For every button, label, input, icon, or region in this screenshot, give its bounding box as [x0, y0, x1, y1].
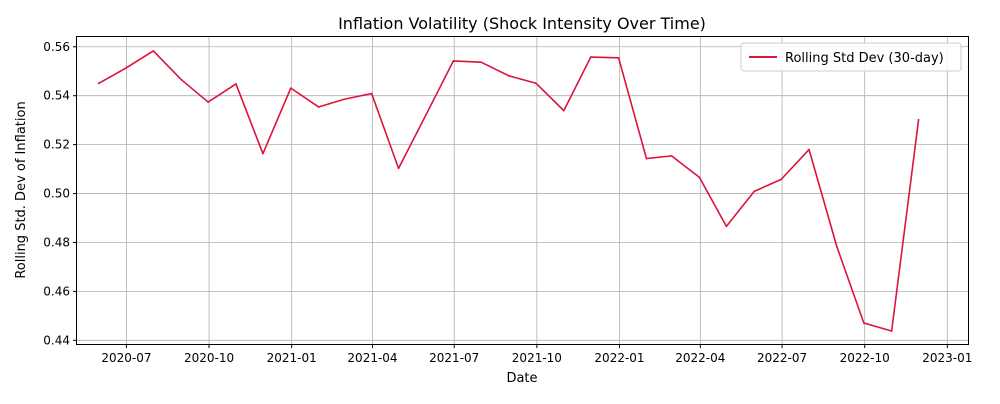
y-axis-ticks: 0.44 0.46 0.48 0.50 0.52 0.54 0.56	[43, 40, 77, 347]
data-point	[289, 87, 292, 89]
data-point	[670, 155, 673, 157]
y-tick-label: 0.44	[43, 333, 70, 347]
y-tick-label: 0.54	[43, 89, 70, 103]
data-point	[780, 178, 782, 181]
data-point	[97, 82, 100, 85]
data-point	[617, 56, 620, 59]
x-tick-label: 2021-04	[347, 351, 397, 365]
legend: Rolling Std Dev (30-day)	[740, 42, 962, 72]
data-point	[890, 330, 893, 332]
data-point	[863, 322, 865, 324]
data-point	[262, 152, 264, 155]
x-tick-label: 2022-04	[675, 351, 725, 365]
data-point	[808, 148, 810, 151]
data-point	[589, 56, 592, 58]
x-tick-label: 2023-01	[922, 351, 972, 365]
x-axis-label: Date	[506, 371, 537, 386]
data-point	[235, 83, 237, 85]
x-tick-label: 2021-10	[512, 351, 562, 365]
data-point	[180, 78, 182, 81]
x-tick-label: 2022-01	[594, 351, 644, 365]
x-tick-label: 2020-07	[101, 351, 151, 365]
data-point	[563, 109, 565, 112]
data-point	[397, 167, 400, 170]
y-tick-label: 0.56	[43, 40, 70, 54]
data-point	[124, 67, 127, 70]
data-point	[535, 82, 537, 85]
chart-title: Inflation Volatility (Shock Intensity Ov…	[338, 14, 706, 33]
data-point	[645, 157, 648, 160]
x-tick-label: 2021-07	[429, 351, 479, 365]
y-tick-label: 0.50	[43, 187, 70, 201]
data-point	[342, 98, 345, 101]
series-layer	[97, 50, 920, 332]
data-point	[317, 106, 320, 108]
legend-label: Rolling Std Dev (30-day)	[785, 51, 944, 66]
data-point	[207, 101, 209, 103]
data-point	[480, 61, 482, 63]
data-point	[836, 245, 838, 248]
plot-frame	[76, 36, 969, 345]
y-tick-label: 0.46	[43, 284, 70, 298]
y-tick-label: 0.52	[43, 138, 70, 152]
data-point	[725, 225, 728, 228]
x-tick-label: 2022-07	[757, 351, 807, 365]
y-axis-label: Rolling Std. Dev of Inflation	[14, 101, 29, 278]
x-tick-label: 2020-10	[184, 351, 234, 365]
data-point	[917, 118, 920, 121]
data-point	[508, 75, 510, 77]
legend-box	[740, 42, 962, 72]
data-point	[152, 50, 155, 52]
data-point	[370, 92, 373, 95]
data-point	[425, 113, 428, 115]
y-tick-label: 0.48	[43, 235, 70, 249]
data-point	[452, 60, 455, 62]
x-axis-ticks: 2020-07 2020-10 2021-01 2021-04 2021-07 2021-…	[101, 344, 972, 365]
x-tick-label: 2021-01	[267, 351, 317, 365]
data-point	[753, 190, 756, 193]
x-tick-label: 2022-10	[840, 351, 890, 365]
data-point	[698, 176, 701, 179]
